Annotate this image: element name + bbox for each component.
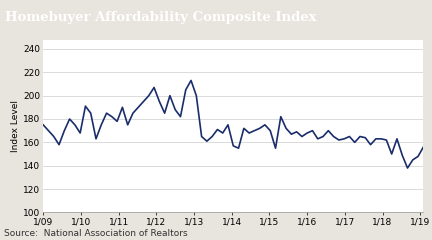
- Y-axis label: Index Level: Index Level: [11, 100, 20, 152]
- Text: Source:  National Association of Realtors: Source: National Association of Realtors: [4, 228, 188, 238]
- Text: Homebuyer Affordability Composite Index: Homebuyer Affordability Composite Index: [5, 11, 317, 24]
